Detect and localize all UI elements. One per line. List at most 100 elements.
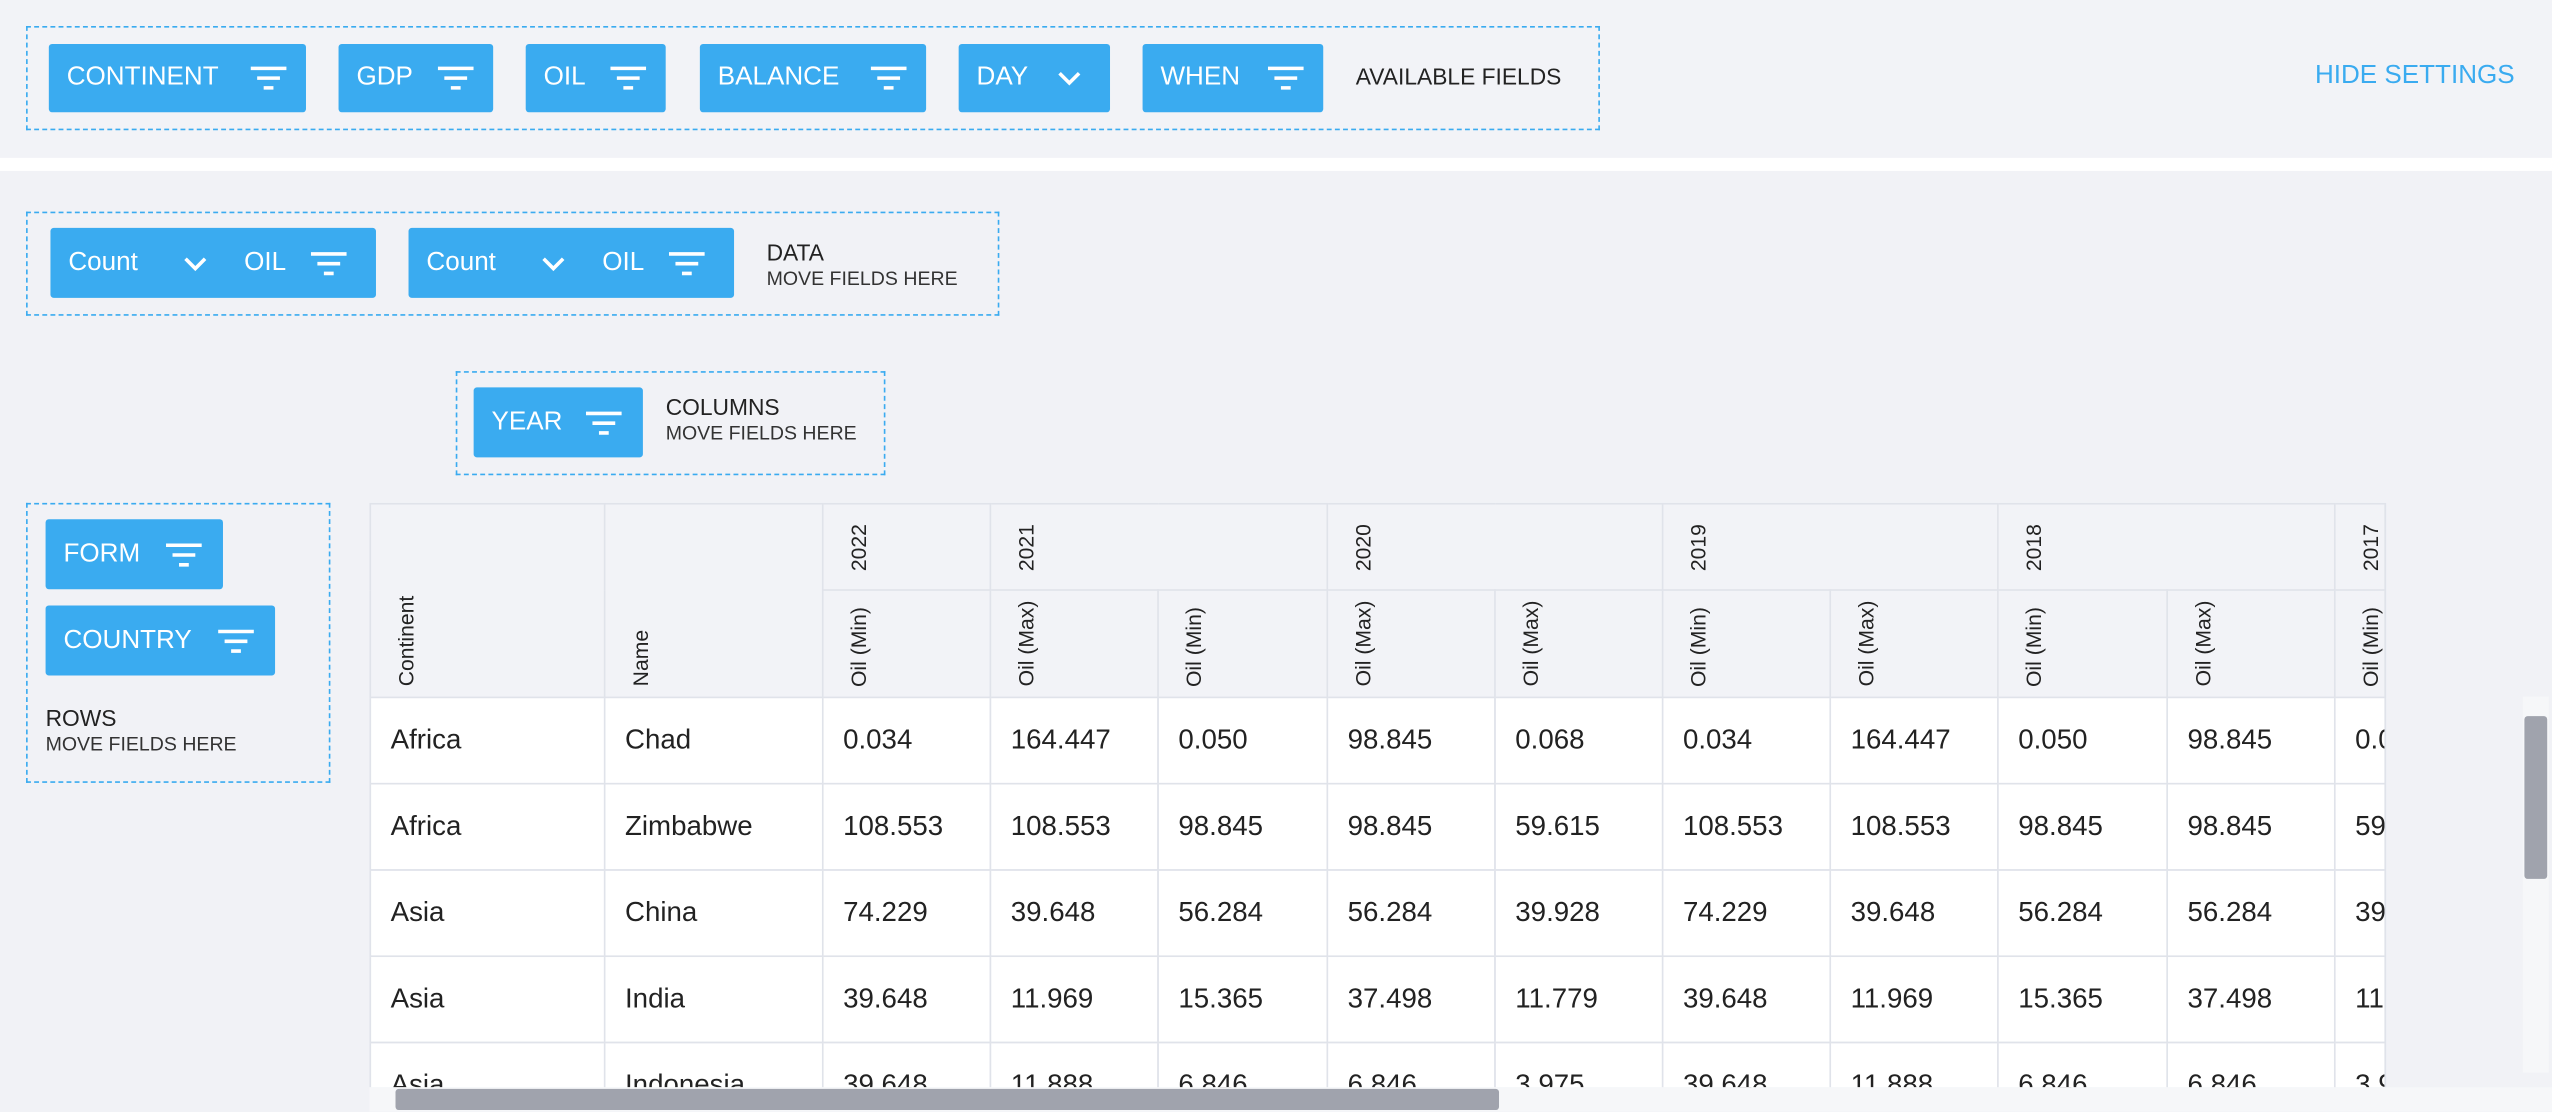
value-cell: 164.447: [989, 696, 1159, 785]
value-cell: 164.447: [1829, 696, 1999, 785]
filter-icon[interactable]: [437, 65, 474, 91]
year-header-text: 2017: [2358, 523, 2383, 571]
measure-header-text: Oil (Min): [1181, 606, 1207, 687]
row-label-text: Indonesia: [624, 1068, 746, 1088]
h-scroll-thumb[interactable]: [395, 1088, 1500, 1111]
field-button[interactable]: BALANCE: [699, 43, 927, 113]
field-name[interactable]: CONTINENT: [66, 63, 219, 92]
filter-icon[interactable]: [218, 627, 254, 653]
row-label-text: China: [624, 896, 698, 928]
field-button[interactable]: GDP: [338, 43, 494, 113]
rows-label: ROWS: [45, 704, 117, 731]
filter-icon[interactable]: [870, 65, 907, 91]
field-name[interactable]: YEAR: [491, 407, 563, 436]
available-label: AVAILABLE FIELDS: [1355, 63, 1562, 90]
value-cell-text: 39.928: [2355, 896, 2386, 928]
filter-icon[interactable]: [668, 250, 705, 276]
value-cell-text: 39.648: [1682, 1068, 1768, 1088]
measure-header: Oil (Min): [1157, 589, 1329, 698]
field-name[interactable]: COUNTRY: [63, 625, 192, 654]
value-cell: 108.553: [1661, 782, 1832, 871]
field-button[interactable]: DAY: [958, 43, 1111, 113]
chevron-icon[interactable]: [184, 255, 207, 271]
field-name[interactable]: BALANCE: [717, 63, 840, 92]
measure-header: Oil (Min): [1661, 589, 1832, 698]
value-cell: 59.615: [1494, 782, 1664, 871]
year-header-text: 2021: [1013, 523, 1039, 571]
value-cell: 39.928: [1494, 868, 1664, 957]
value-cell-text: 0.068: [1515, 723, 1585, 755]
h-scrollbar[interactable]: [369, 1087, 2552, 1112]
filter-icon[interactable]: [310, 250, 347, 276]
field-button[interactable]: YEAR: [473, 387, 643, 458]
value-cell-text: 74.229: [843, 896, 928, 928]
row-header: Continent: [369, 502, 606, 698]
value-cell-text: 11.969: [1850, 982, 1934, 1014]
field-button[interactable]: WHEN: [1142, 43, 1324, 113]
value-cell-text: 6.846: [1347, 1068, 1417, 1088]
filter-icon[interactable]: [610, 65, 647, 91]
field-name[interactable]: GDP: [356, 63, 413, 92]
value-cell: 108.553: [989, 782, 1159, 871]
value-cell: 6.846: [1997, 1041, 2168, 1088]
value-cell-text: 6.846: [2187, 1068, 2257, 1088]
value-cell: 39.648: [821, 1041, 992, 1088]
value-cell-text: 39.648: [843, 1068, 928, 1088]
value-cell: 98.845: [1157, 782, 1329, 871]
chevron-icon[interactable]: [542, 255, 565, 271]
row-header: Name: [603, 502, 824, 698]
field-button[interactable]: Count OIL: [408, 227, 735, 298]
hide-settings[interactable]: HIDE SETTINGS: [2314, 61, 2515, 90]
field-name[interactable]: OIL: [244, 248, 287, 276]
value-cell: 11.779: [2333, 954, 2387, 1043]
value-cell: 39.648: [821, 954, 992, 1043]
value-cell-text: 98.845: [2187, 810, 2273, 842]
value-cell-text: 0.034: [1682, 723, 1753, 755]
field-name[interactable]: WHEN: [1160, 63, 1241, 92]
v-scrollbar[interactable]: [2522, 696, 2549, 1073]
available-fields-zone: [26, 26, 1600, 131]
filter-icon[interactable]: [1267, 65, 1304, 91]
value-cell-text: 15.365: [2018, 982, 2103, 1014]
value-cell: 56.284: [1326, 868, 1496, 957]
value-cell-text: 3.975: [1515, 1068, 1585, 1088]
field-name[interactable]: OIL: [602, 248, 645, 276]
year-header-text: 2019: [1686, 523, 1711, 571]
field-name[interactable]: Count: [426, 248, 496, 276]
chevron-icon[interactable]: [1058, 70, 1081, 86]
measure-header-text: Oil (Min): [2358, 606, 2383, 687]
field-name[interactable]: OIL: [543, 63, 586, 92]
data-hint: MOVE FIELDS HERE: [766, 266, 958, 290]
year-header: 2017: [2333, 502, 2387, 591]
grid-viewport: Continent Name 2022 2021 2020 2019 2018 2017 Oil…: [369, 502, 2552, 1088]
value-cell: 39.648: [1661, 954, 1832, 1043]
v-scroll-thumb[interactable]: [2524, 716, 2548, 879]
field-name[interactable]: FORM: [63, 539, 141, 568]
value-cell: 11.888: [989, 1041, 1159, 1088]
value-cell-text: 98.845: [1178, 810, 1264, 842]
field-button[interactable]: FORM: [45, 519, 223, 590]
measure-header-text: Oil (Max): [2190, 600, 2216, 687]
field-button[interactable]: OIL: [525, 43, 666, 113]
year-header: 2020: [1326, 502, 1664, 591]
filter-icon[interactable]: [250, 65, 287, 91]
value-cell-text: 108.553: [843, 810, 944, 842]
field-button[interactable]: COUNTRY: [45, 605, 276, 676]
value-cell: 6.846: [1326, 1041, 1496, 1088]
row-label: Indonesia: [603, 1041, 824, 1088]
row-label-text: Asia: [390, 896, 445, 928]
filter-icon[interactable]: [166, 541, 202, 567]
value-cell-text: 108.553: [1010, 810, 1111, 842]
measure-header: Oil (Min): [821, 589, 992, 698]
value-cell: 39.648: [1661, 1041, 1832, 1088]
field-button[interactable]: CONTINENT: [48, 43, 306, 113]
value-cell: 15.365: [1997, 954, 2168, 1043]
pivot-table: Continent Name 2022 2021 2020 2019 2018 2017 Oil…: [369, 502, 2387, 1088]
filter-icon[interactable]: [585, 409, 622, 435]
field-name[interactable]: Count: [68, 248, 138, 276]
value-cell-text: 98.845: [1347, 810, 1433, 842]
field-name[interactable]: DAY: [976, 63, 1029, 92]
value-cell: 0.050: [1997, 696, 2168, 785]
field-button[interactable]: Count OIL: [50, 227, 376, 298]
